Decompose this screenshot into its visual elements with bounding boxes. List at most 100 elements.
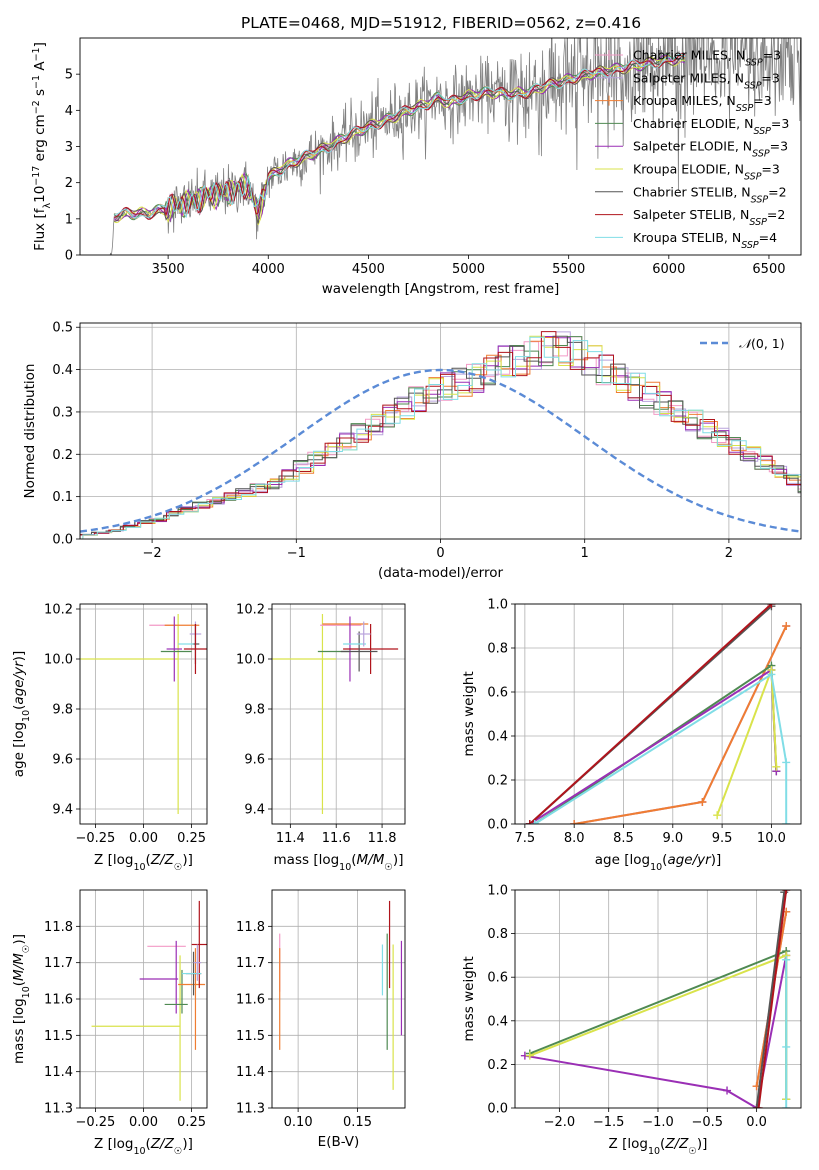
- spectrum-ylabel: Flux [fλ10−17 erg cm−2 s−1 A−1]: [31, 42, 53, 251]
- mass_age-ytick-label: 9.8: [244, 703, 265, 718]
- residuals-ytick-label: 0.5: [52, 321, 73, 336]
- Z_weight-xlabel: Z [log10(Z/Z☉)]: [609, 1136, 708, 1157]
- residuals-xtick-label: 2: [725, 546, 733, 561]
- age_weight-ytick-label: 1.0: [487, 598, 508, 613]
- residual-histogram: [80, 335, 801, 535]
- Z_age-ytick-label: 9.4: [52, 803, 73, 818]
- weight-point-marker: [780, 890, 789, 897]
- Z_mass-ytick-label: 11.8: [44, 920, 73, 935]
- weight-line: [574, 625, 788, 824]
- weight-line: [524, 955, 788, 1108]
- Z_age-plot-area: [80, 614, 207, 814]
- Z_weight-frame: [514, 889, 802, 1109]
- Z_weight-ytick-label: 0.0: [487, 1102, 508, 1117]
- Z_weight-xtick-label: 0.0: [746, 1115, 767, 1130]
- Z_mass-ytick-label: 11.5: [44, 1029, 73, 1044]
- Z_weight-xtick-label: −2.0: [544, 1115, 576, 1130]
- mass_age-frame: [271, 603, 406, 825]
- residuals-xtick-label: 0: [436, 546, 444, 561]
- spectrum-model-line: [113, 52, 686, 220]
- weight-point-marker: [782, 1042, 791, 1051]
- spectrum-panel: 3500 4000 4500 5000 5500 6000 6500 0 1 2 3 4 5 Chabri…: [31, 37, 802, 297]
- weight-line: [529, 668, 778, 824]
- weight-point-marker: [767, 670, 776, 679]
- Z_age-ytick-label: 10.0: [44, 653, 73, 668]
- age_weight-panel: 7.5 8.0 8.5 9.0 9.5 10.0 0.0 0.2 0.4 0.6 0.8 1.0 age…: [461, 598, 802, 873]
- weight-point-marker: [525, 1051, 534, 1060]
- residuals-xtick-label: −1: [287, 546, 306, 561]
- legend-label: Chabrier MILES, NSSP=3: [633, 48, 781, 69]
- spectrum-xlabel: wavelength [Angstrom, rest frame]: [322, 281, 560, 297]
- Z_weight-panel: −2.0 −1.5 −1.0 −0.5 0.0 0.0 0.2 0.4 0.6 0.8 1.0 Z […: [461, 884, 802, 1157]
- mass_age-plot-area: [272, 614, 399, 814]
- weight-point-marker: [782, 890, 791, 894]
- weight-line: [574, 625, 788, 824]
- weight-point-marker: [525, 820, 534, 824]
- residuals-xtick-label: −2: [143, 546, 162, 561]
- ebv_mass-panel: 0.10 0.15 11.3 11.4 11.5 11.6 11.7 11.8 E(B-V): [236, 889, 406, 1150]
- mass_age-ytick-label: 10.0: [236, 653, 265, 668]
- weight-point-marker: [698, 798, 707, 806]
- spectrum-ytick-label: 5: [65, 68, 73, 83]
- legend-label: Kroupa MILES, NSSP=3: [633, 93, 772, 114]
- weight-point-marker: [570, 820, 579, 824]
- ebv_mass-xlabel: E(B-V): [318, 1134, 360, 1150]
- residuals-ytick-label: 0.1: [52, 490, 73, 505]
- Z_mass-plot-area: [91, 900, 207, 1101]
- mass_age-ytick-label: 9.6: [244, 753, 265, 768]
- spectrum-plot-area: [109, 38, 801, 255]
- spectrum-xtick-label: 5000: [452, 262, 485, 277]
- spectrum-ytick-label: 2: [65, 176, 73, 191]
- ebv_mass-ytick-label: 11.8: [236, 920, 265, 935]
- Z_mass-ylabel: mass [log10(M/M☉)]: [11, 934, 32, 1064]
- Z_mass-ytick-label: 11.6: [44, 993, 73, 1008]
- Z_mass-ytick-label: 11.3: [44, 1102, 73, 1117]
- Z_weight-ytick-label: 0.8: [487, 927, 508, 942]
- legend-label: Salpeter STELIB, NSSP=2: [633, 207, 785, 228]
- Z_mass-xtick-label: −0.25: [75, 1115, 115, 1130]
- age_weight-ytick-label: 0.4: [487, 730, 508, 745]
- ebv_mass-ytick-label: 11.4: [236, 1065, 265, 1080]
- age_weight-plot-area: [525, 604, 791, 824]
- Z_weight-xtick-label: −0.5: [692, 1115, 724, 1130]
- weight-point-marker: [754, 1104, 763, 1108]
- residuals-ylabel: Normed distribution: [22, 364, 38, 499]
- figure-title: PLATE=0468, MJD=51912, FIBERID=0562, z=0…: [241, 14, 641, 32]
- mass_age-panel: 11.4 11.6 11.8 9.4 9.6 9.8 10.0 10.2 mass [log10…: [236, 603, 406, 873]
- residuals-xtick-label: 1: [581, 546, 589, 561]
- mass_age-ytick-label: 9.4: [244, 803, 265, 818]
- spectrum-model-line: [113, 54, 686, 223]
- spectrum-ytick-label: 3: [65, 140, 73, 155]
- Z_mass-xlabel: Z [log10(Z/Z☉)]: [94, 1136, 193, 1157]
- residuals-frame: [79, 322, 802, 540]
- Z_age-ytick-label: 10.2: [44, 603, 73, 618]
- Z_weight-ylabel: mass weight: [461, 956, 477, 1041]
- spectrum-xtick-label: 4500: [352, 262, 385, 277]
- Z_age-ytick-label: 9.6: [52, 753, 73, 768]
- weight-point-marker: [782, 1104, 791, 1108]
- mass_age-xlabel: mass [log10(M/M☉)]: [274, 852, 404, 873]
- mass_age-xtick-label: 11.8: [368, 831, 397, 846]
- legend-label: Kroupa STELIB, NSSP=4: [633, 230, 777, 251]
- Z_mass-xtick-label: 0.00: [129, 1115, 158, 1130]
- age_weight-ytick-label: 0.6: [487, 686, 508, 701]
- residuals-ytick-label: 0.3: [52, 405, 73, 420]
- weight-point-marker: [752, 1104, 761, 1108]
- residual-histogram: [82, 336, 801, 539]
- residuals-panel: −2 −1 0 1 2 0.0 0.1 0.2 0.3 0.4 0.5 𝒩(0, 1) (data-mo…: [22, 321, 802, 581]
- Z_age-panel: −0.25 0.00 0.25 9.4 9.6 9.8 10.0 10.2 Z [log10(Z…: [11, 603, 208, 873]
- ebv_mass-ytick-label: 11.6: [236, 993, 265, 1008]
- ebv_mass-xtick-label: 0.10: [284, 1115, 313, 1130]
- spectrum-model-line: [113, 53, 686, 221]
- spectrum-model-line: [113, 56, 685, 226]
- residuals-ytick-label: 0.0: [52, 533, 73, 548]
- mass_age-xtick-label: 11.6: [322, 831, 351, 846]
- normal-curve: [80, 368, 801, 533]
- ebv_mass-plot-area: [279, 900, 403, 1090]
- Z_age-xlabel: Z [log10(Z/Z☉)]: [94, 852, 193, 873]
- Z_weight-plot-area: [520, 890, 791, 1108]
- legend-label: Chabrier ELODIE, NSSP=3: [633, 116, 789, 136]
- spectrum-model-line: [113, 53, 686, 219]
- age_weight-ytick-label: 0.2: [487, 774, 508, 789]
